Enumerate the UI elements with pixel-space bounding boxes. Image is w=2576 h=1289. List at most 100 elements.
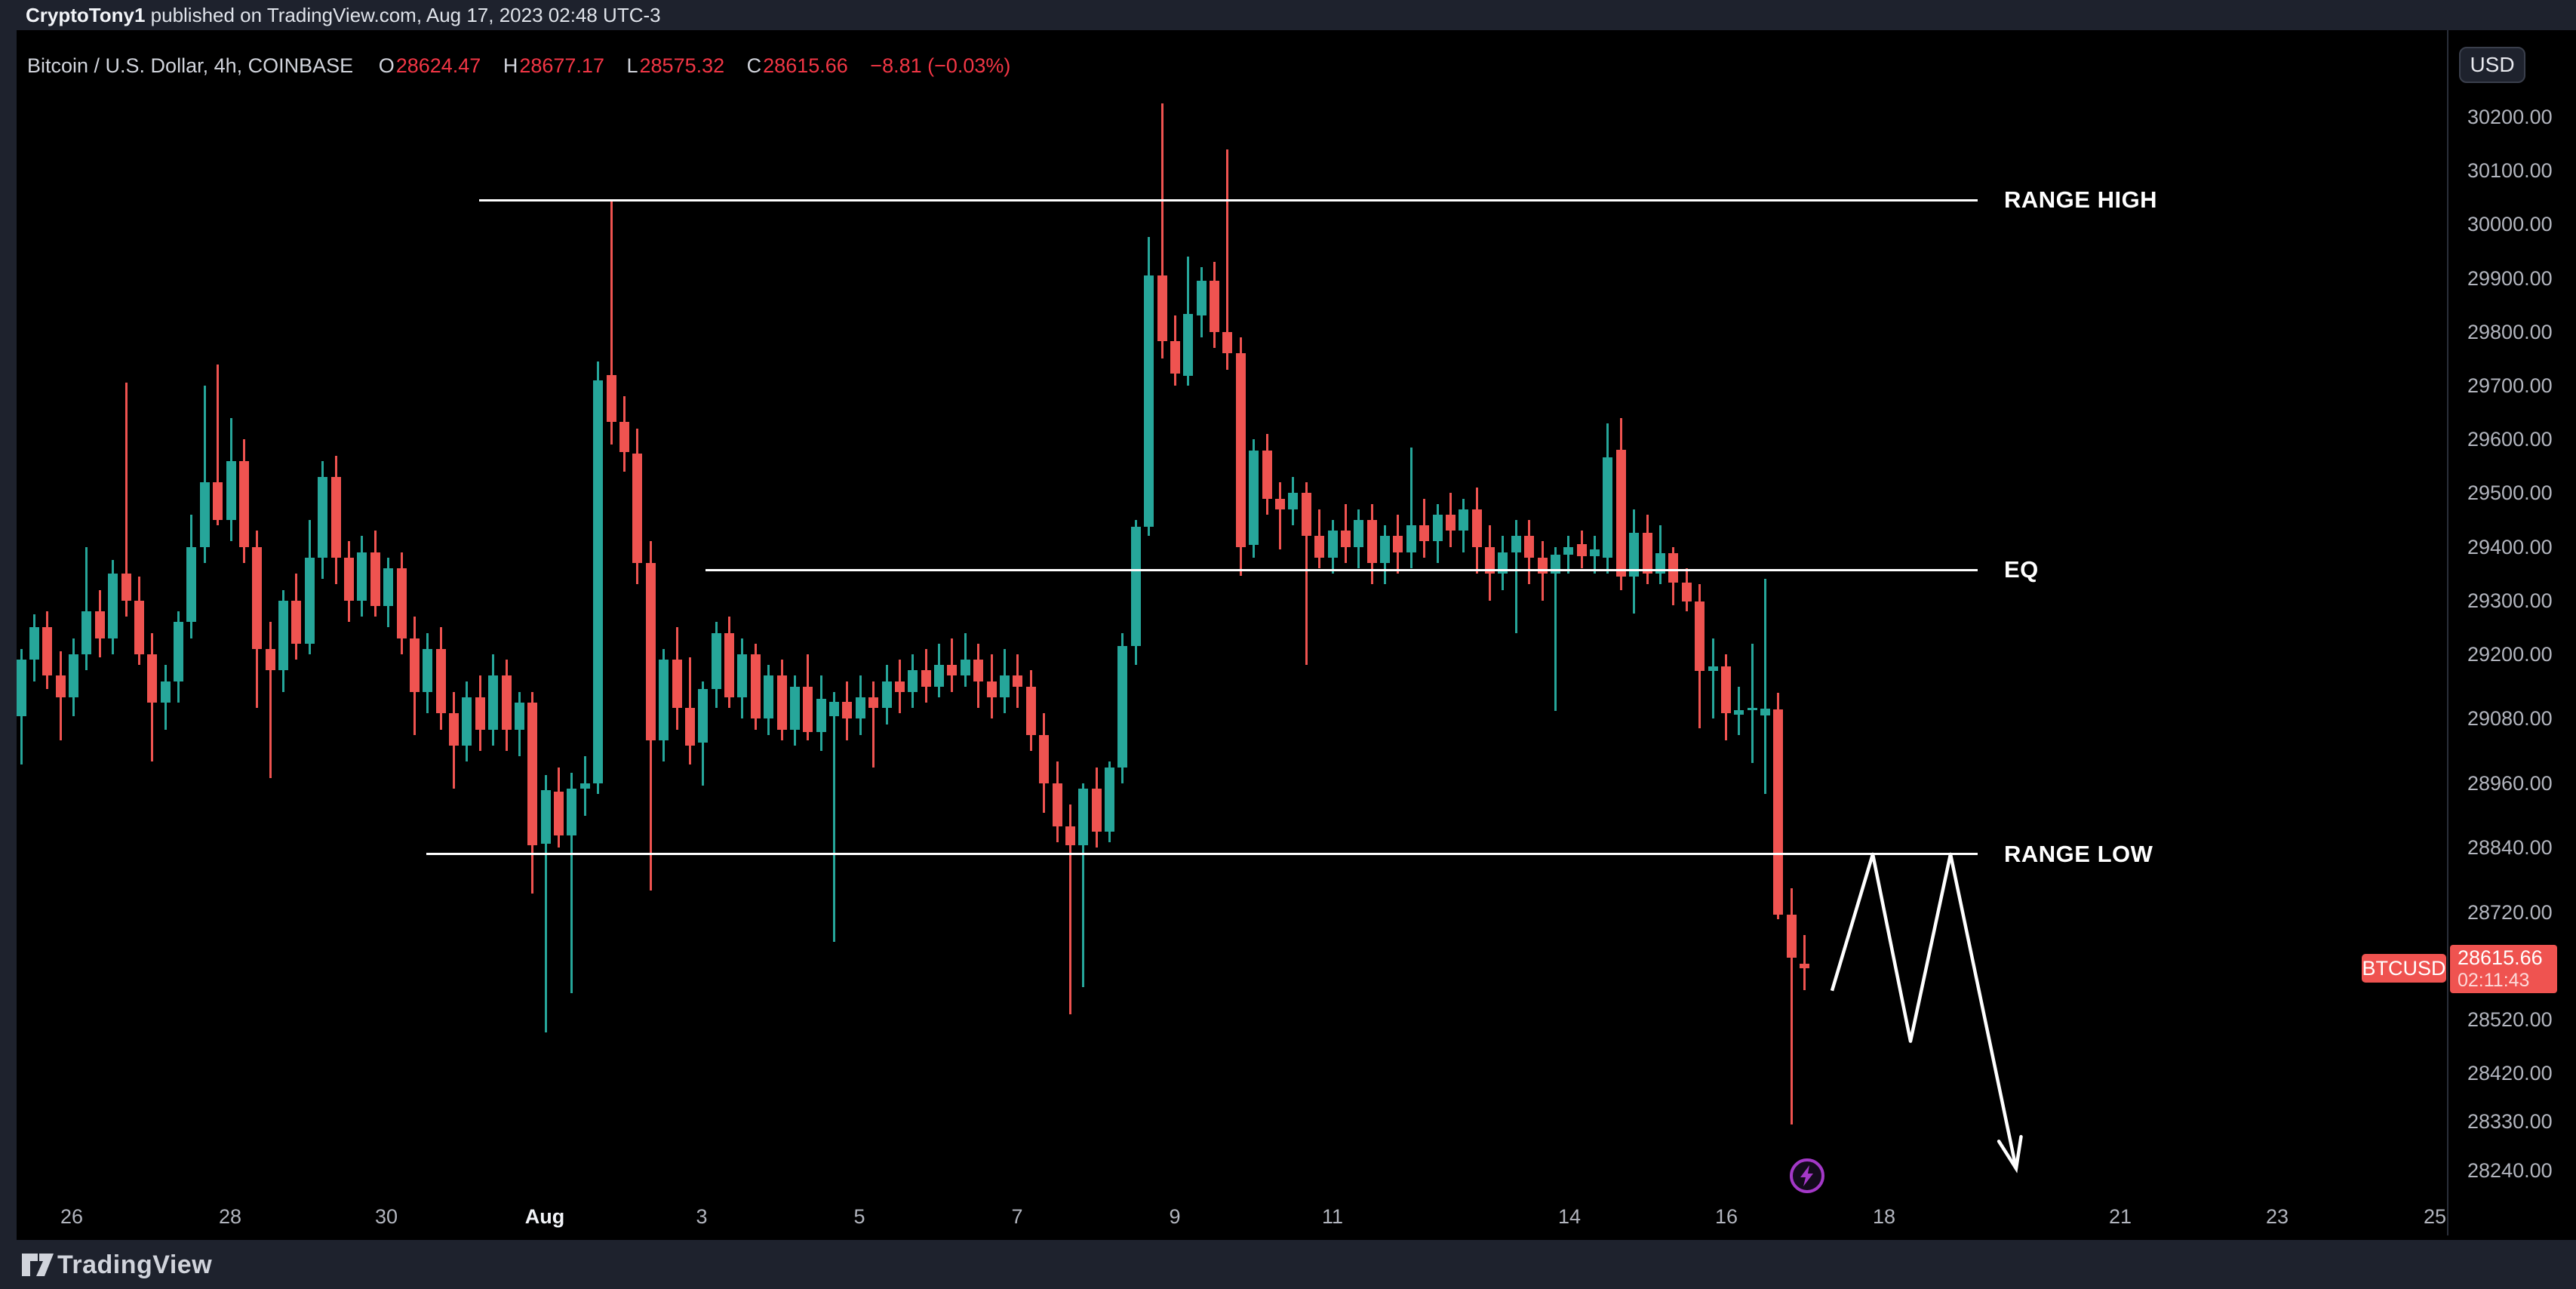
candle-wick (1082, 783, 1085, 988)
candle-body (711, 632, 721, 690)
range-low-label[interactable]: RANGE LOW (2004, 840, 2153, 867)
candle-body (1419, 525, 1430, 542)
candle-body (1432, 514, 1443, 542)
last-price-value: 28615.66 (2458, 946, 2543, 970)
candle-body (567, 789, 577, 835)
open-value: 28624.47 (395, 54, 481, 77)
candle-wick (1554, 546, 1557, 711)
candle-body (1327, 531, 1338, 558)
eq-label[interactable]: EQ (2004, 556, 2039, 583)
candle-body (1052, 783, 1062, 826)
candle-body (1013, 675, 1023, 687)
candle-body (1274, 499, 1285, 509)
candle-body (370, 552, 380, 606)
range-high-label[interactable]: RANGE HIGH (2004, 186, 2158, 214)
candle-body (1734, 710, 1744, 715)
time-label: 16 (1714, 1205, 1738, 1228)
candle-body (1301, 493, 1311, 537)
high-label: H (503, 54, 518, 77)
close-label: C (746, 54, 762, 77)
candle-body (1524, 536, 1535, 558)
candle-body (1629, 533, 1640, 577)
candle-body (1471, 509, 1482, 547)
candle-body (1235, 352, 1246, 548)
candle-body (1078, 789, 1089, 845)
candle-body (829, 701, 840, 716)
candle-body (199, 482, 210, 547)
candle-body (174, 622, 184, 681)
candle-body (1615, 450, 1626, 577)
candle-body (147, 654, 158, 703)
candle-body (278, 600, 289, 671)
candle-wick (1803, 935, 1806, 990)
candle-body (842, 701, 853, 719)
candle-body (160, 681, 171, 703)
candle-body (291, 600, 302, 644)
candle-body (1222, 331, 1233, 353)
candle-body (1485, 546, 1495, 574)
flash-idea-icon[interactable] (1788, 1156, 1827, 1195)
candle-body (383, 568, 394, 606)
candle-body (514, 703, 524, 730)
chart-pane[interactable] (17, 30, 2576, 1240)
candle-body (501, 675, 512, 730)
candle-body (527, 703, 538, 845)
candle-body (789, 686, 800, 730)
candle-body (855, 697, 865, 719)
high-value: 28677.17 (519, 54, 604, 77)
symbol-title[interactable]: Bitcoin / U.S. Dollar, 4h, COINBASE (27, 54, 354, 77)
attribution-bar: CryptoTony1 published on TradingView.com… (0, 0, 2576, 30)
attribution-text: published on TradingView.com, Aug 17, 20… (145, 4, 661, 26)
candle-body (69, 654, 79, 697)
candle-body (475, 697, 485, 730)
candle-wick (124, 383, 128, 617)
candle-body (776, 675, 787, 730)
time-label: 28 (218, 1205, 242, 1228)
candle-body (330, 477, 341, 558)
tradingview-logo-icon[interactable] (21, 1252, 54, 1278)
candle-body (1603, 457, 1613, 558)
eq-line[interactable] (705, 568, 1978, 571)
candle-wick (833, 691, 836, 942)
last-price-tag: 28615.66 02:11:43 (2450, 945, 2557, 994)
candle-body (881, 681, 892, 709)
candle-body (1445, 514, 1456, 531)
time-label: 11 (1321, 1205, 1344, 1228)
range-high-line[interactable] (479, 198, 1978, 202)
price-label: 29080.00 (2467, 707, 2553, 731)
candle-body (1800, 963, 1810, 969)
candle-body (1655, 553, 1665, 574)
candle-body (1262, 451, 1272, 500)
candle-body (1380, 536, 1391, 563)
time-label: 7 (1011, 1205, 1023, 1228)
price-label: 29300.00 (2467, 589, 2553, 612)
range-low-line[interactable] (426, 853, 1978, 856)
candle-body (108, 574, 118, 638)
candle-body (1498, 552, 1508, 574)
candle-body (1340, 531, 1351, 547)
price-label: 28720.00 (2467, 900, 2553, 924)
candle-body (554, 791, 564, 835)
currency-toggle-button[interactable]: USD (2459, 47, 2525, 83)
candle-wick (1567, 536, 1570, 574)
candle-body (973, 660, 984, 681)
tradingview-brand[interactable]: TradingView (57, 1251, 213, 1279)
time-label: 21 (2108, 1205, 2132, 1228)
candle-body (213, 482, 223, 520)
candle-body (1117, 646, 1128, 768)
candle-body (684, 708, 695, 746)
candle-body (186, 546, 197, 623)
candle-body (645, 562, 656, 740)
candle-wick (610, 200, 613, 445)
candle-wick (1305, 482, 1308, 666)
candle-body (606, 374, 616, 422)
price-label: 30200.00 (2467, 106, 2553, 128)
candle-wick (1278, 482, 1281, 550)
candle-wick (269, 622, 272, 778)
candle-body (357, 552, 367, 601)
candle-body (42, 627, 53, 676)
candle-body (16, 660, 26, 716)
candle-body (1720, 666, 1731, 714)
time-label: 25 (2423, 1205, 2447, 1228)
candle-body (1563, 546, 1574, 555)
